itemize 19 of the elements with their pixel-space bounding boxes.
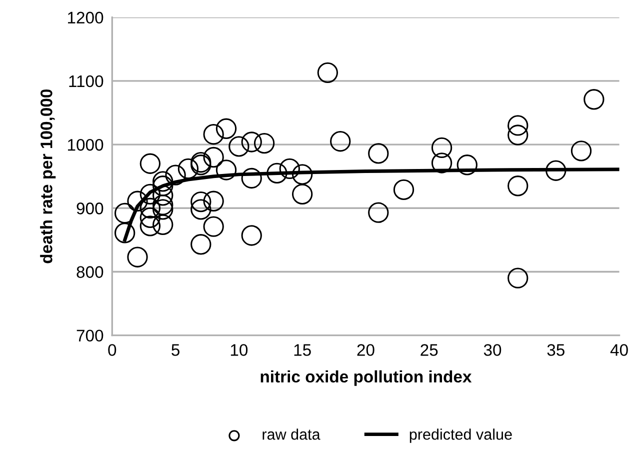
y-tick-label: 800 bbox=[76, 266, 104, 278]
y-tick-label: 1200 bbox=[68, 12, 104, 24]
x-tick-label: 5 bbox=[172, 344, 180, 356]
legend-label: predicted value bbox=[410, 428, 512, 443]
x-tick-label: 15 bbox=[294, 344, 311, 356]
y-tick-label: 900 bbox=[76, 202, 104, 214]
x-tick-label: 20 bbox=[357, 344, 374, 356]
x-tick-label: 35 bbox=[547, 344, 564, 356]
x-tick-label: 30 bbox=[484, 344, 502, 356]
x-axis-title: nitric oxide pollution index bbox=[260, 370, 472, 386]
y-axis-title: death rate per 100,000 bbox=[40, 89, 56, 264]
x-tick-label: 0 bbox=[108, 344, 116, 356]
x-tick-label: 25 bbox=[420, 344, 438, 356]
y-tick-label: 1000 bbox=[68, 138, 104, 151]
y-tick-label: 700 bbox=[76, 330, 104, 342]
legend-label: raw data bbox=[262, 428, 320, 440]
y-tick-label: 1100 bbox=[69, 75, 104, 88]
x-tick-label: 10 bbox=[230, 344, 248, 356]
x-tick-label: 40 bbox=[610, 344, 628, 356]
